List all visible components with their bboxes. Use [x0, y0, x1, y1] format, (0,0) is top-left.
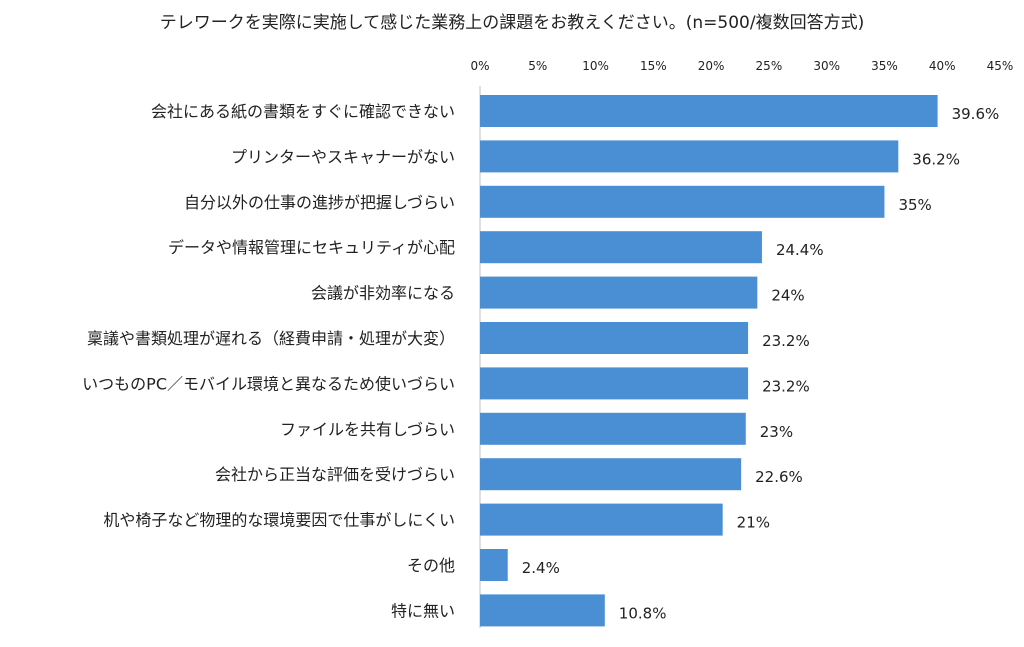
- category-label: 会社にある紙の書類をすぐに確認できない: [151, 102, 455, 121]
- bar: [480, 367, 749, 400]
- data-label: 10.8%: [619, 604, 667, 622]
- x-tick-label: 40%: [929, 59, 956, 73]
- category-label: プリンターやスキャナーがない: [231, 147, 455, 166]
- x-tick-label: 35%: [871, 59, 898, 73]
- data-label: 36.2%: [912, 150, 960, 168]
- category-label: その他: [407, 556, 455, 575]
- x-tick-label: 25%: [756, 59, 783, 73]
- bar: [480, 185, 885, 218]
- category-label: 会議が非効率になる: [311, 284, 455, 303]
- data-label: 24.4%: [776, 241, 824, 259]
- x-tick-label: 10%: [582, 59, 609, 73]
- bar: [480, 140, 899, 173]
- category-label: 自分以外の仕事の進捗が把握しづらい: [184, 193, 455, 212]
- bar: [480, 322, 749, 354]
- category-label: ファイルを共有しづらい: [280, 420, 455, 439]
- bar: [480, 231, 762, 264]
- x-tick-label: 45%: [987, 59, 1014, 73]
- data-label: 2.4%: [522, 559, 560, 577]
- x-tick-label: 15%: [640, 59, 667, 73]
- data-label: 21%: [737, 514, 770, 532]
- category-label: データや情報管理にセキュリティが心配: [168, 238, 455, 257]
- category-label: 会社から正当な評価を受けづらい: [215, 465, 455, 484]
- bar: [480, 458, 742, 491]
- data-label: 23.2%: [762, 377, 810, 395]
- x-tick-label: 0%: [470, 59, 489, 73]
- category-label: いつものPC／モバイル環境と異なるため使いづらい: [82, 374, 455, 393]
- category-label: 稟議や書類処理が遅れる（経費申請・処理が大変）: [87, 329, 455, 348]
- bar: [480, 594, 605, 627]
- category-label: 机や椅子など物理的な環境要因で仕事がしにくい: [103, 511, 455, 530]
- x-tick-label: 5%: [528, 59, 547, 73]
- data-label: 35%: [898, 196, 931, 214]
- bar: [480, 412, 746, 445]
- bar: [480, 276, 758, 309]
- data-label: 23.2%: [762, 332, 810, 350]
- data-label: 23%: [760, 423, 793, 441]
- data-label: 39.6%: [952, 105, 1000, 123]
- x-tick-label: 20%: [698, 59, 725, 73]
- chart-title: テレワークを実際に実施して感じた業務上の課題をお教えください。(n=500/複数…: [159, 13, 865, 33]
- data-label: 22.6%: [755, 468, 803, 486]
- x-tick-label: 30%: [813, 59, 840, 73]
- bar: [480, 95, 938, 127]
- category-label: 特に無い: [391, 601, 455, 620]
- bar: [480, 503, 723, 536]
- data-label: 24%: [771, 287, 804, 305]
- bar: [480, 549, 508, 581]
